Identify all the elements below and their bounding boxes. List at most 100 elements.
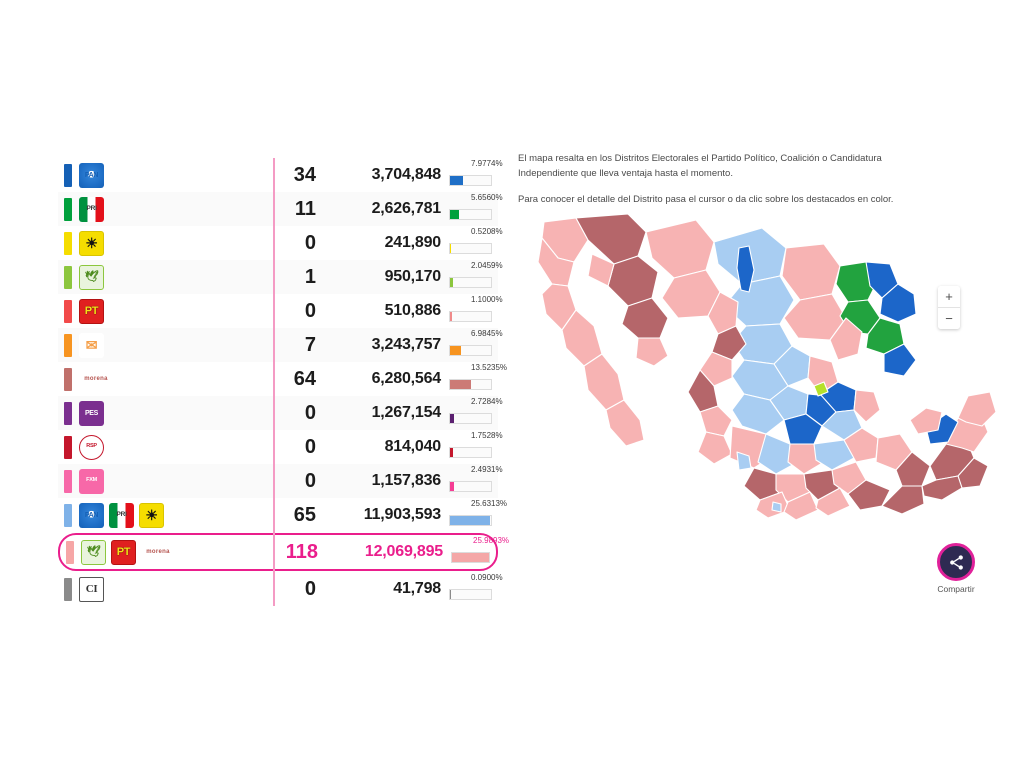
percent-bar-track [449,379,492,390]
map-district[interactable] [605,399,645,447]
party-color-swatch [66,540,74,564]
table-row[interactable]: 0 1,267,154 2.7284% [58,396,503,430]
votes-total: 241,890 [384,234,442,251]
percent-bar-cell: 2.4931% [449,464,503,498]
party-logos-cell [58,400,258,426]
map-district[interactable] [813,381,829,397]
map-district[interactable] [699,351,733,387]
percent-bar-fill [450,380,472,389]
party-logos-cell [58,332,258,358]
votes-total: 814,040 [384,438,442,455]
fxm-logo-icon [79,468,104,494]
percent-bar-track [449,515,492,526]
map-district[interactable] [736,451,752,471]
pan-logo-icon [79,162,104,188]
percent-bar-fill [450,176,463,185]
seats-count: 0 [304,299,316,322]
map-district[interactable] [583,353,625,411]
map-district[interactable] [771,501,782,513]
table-row[interactable]: 0 241,890 0.5208% [58,226,503,260]
share-icon [949,554,963,570]
percent-bar-track [449,345,492,356]
percent-bar-cell: 7.9774% [449,158,503,192]
map-panel: El mapa resalta en los Distritos Elector… [518,152,998,612]
table-row[interactable]: 7 3,243,757 6.9845% [58,328,503,362]
percent-bar-cell: 1.7528% [449,430,503,464]
map-district[interactable] [635,337,669,367]
map-district[interactable] [883,343,917,377]
map-district[interactable] [697,431,733,465]
map-district[interactable] [781,243,841,301]
map-district[interactable] [711,325,747,361]
map-district[interactable] [783,413,823,445]
table-row[interactable]: 34 3,704,848 7.9774% [58,158,503,192]
map-district[interactable] [783,491,819,521]
percent-bar-track [449,243,492,254]
percent-bar-cell: 0.5208% [449,226,503,260]
table-row[interactable]: 1 950,170 2.0459% [58,260,503,294]
percent-bar-cell: 1.1000% [449,294,503,328]
seats-count: 65 [293,503,316,526]
table-row[interactable]: 0 41,798 0.0900% [58,572,503,606]
seats-count: 64 [293,367,316,390]
seats-count: 11 [294,197,316,220]
map-district[interactable] [909,407,943,435]
percent-bar-cell: 0.0900% [449,572,503,606]
percent-label: 2.7284% [471,397,503,406]
map-district[interactable] [853,389,881,423]
table-row[interactable]: 64 6,280,564 13.5235% [58,362,507,396]
percent-label: 0.0900% [471,573,503,582]
pes-logo-icon [79,400,104,426]
votes-total: 6,280,564 [371,370,442,387]
table-vertical-divider [273,158,275,606]
table-row[interactable]: 0 1,157,836 2.4931% [58,464,503,498]
table-row[interactable]: 11 2,626,781 5.6560% [58,192,503,226]
share-widget[interactable]: Compartir [928,543,984,594]
percent-bar-track [449,481,492,492]
percent-label: 1.1000% [471,295,503,304]
map-district[interactable] [757,433,799,475]
map-zoom-out-button[interactable]: − [938,307,960,329]
map-district[interactable] [895,451,931,487]
map-district[interactable] [957,391,997,427]
table-row[interactable]: 0 814,040 1.7528% [58,430,503,464]
percent-bar-fill [450,346,462,355]
mexico-district-map[interactable]: + − [518,214,998,544]
map-district[interactable] [925,413,959,445]
mexico-map-svg[interactable] [518,214,998,544]
map-district[interactable] [813,439,855,471]
party-color-swatch [64,163,72,187]
pt-logo-icon [111,539,136,565]
percent-bar-track [451,552,490,563]
map-zoom-in-button[interactable]: + [938,286,960,307]
map-district[interactable] [847,479,891,511]
percent-bar-fill [450,516,491,525]
share-button[interactable] [937,543,975,581]
map-district[interactable] [699,405,733,437]
map-district[interactable] [829,317,863,361]
map-zoom-controls[interactable]: + − [938,286,960,329]
percent-label: 2.4931% [471,465,503,474]
map-district[interactable] [921,475,963,501]
map-help-text-secondary: Para conocer el detalle del Distrito pas… [518,194,894,206]
map-district[interactable] [736,245,755,293]
map-district[interactable] [645,219,715,279]
table-row[interactable]: 65 11,903,593 25.6313% [58,498,507,532]
map-district[interactable] [815,487,851,517]
percent-bar-fill [450,278,454,287]
map-district[interactable] [879,283,917,323]
table-row[interactable]: 118 12,069,895 25.9893% [58,533,509,571]
party-color-swatch [64,265,72,289]
map-district[interactable] [821,409,863,441]
party-color-swatch [64,469,72,493]
map-district[interactable] [881,485,925,515]
map-district[interactable] [707,291,739,335]
percent-bar-track [449,175,492,186]
morena-word-logo-icon [79,372,113,386]
map-district[interactable] [587,253,615,287]
party-logos-cell [58,468,258,494]
table-row[interactable]: 0 510,886 1.1000% [58,294,503,328]
votes-total: 510,886 [384,302,442,319]
votes-total: 11,903,593 [363,506,441,523]
party-color-swatch [64,577,72,601]
